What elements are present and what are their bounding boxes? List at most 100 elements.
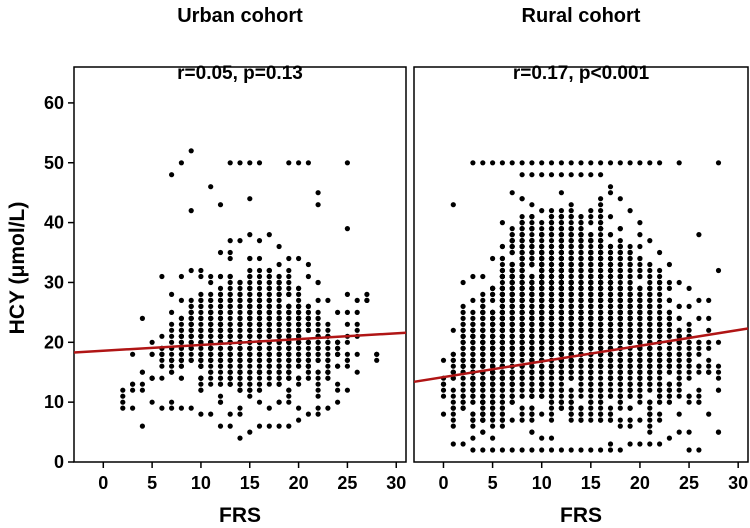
data-point	[509, 351, 515, 357]
data-point	[227, 345, 233, 351]
urban-y-tick-label: 50	[44, 153, 64, 173]
data-point	[637, 243, 643, 250]
data-point	[558, 172, 565, 178]
data-point	[598, 267, 604, 274]
data-point	[539, 369, 545, 375]
data-point	[227, 291, 233, 297]
data-point	[296, 417, 302, 423]
data-point	[548, 160, 555, 166]
data-point	[178, 315, 184, 321]
data-point	[490, 411, 496, 417]
data-point	[276, 243, 282, 250]
data-point	[578, 405, 584, 411]
data-point	[568, 202, 574, 208]
data-point	[598, 387, 604, 393]
data-point	[676, 411, 682, 417]
data-point	[490, 339, 496, 345]
data-point	[598, 357, 604, 363]
data-point	[480, 411, 486, 417]
data-point	[440, 387, 447, 393]
data-point	[130, 381, 136, 387]
data-point	[558, 399, 565, 405]
data-point	[539, 238, 545, 244]
data-point	[208, 279, 214, 286]
data-point	[208, 297, 214, 303]
data-point	[470, 357, 476, 363]
data-point	[627, 327, 633, 333]
data-point	[480, 447, 486, 453]
data-point	[247, 273, 253, 280]
data-point	[325, 327, 331, 333]
data-point	[637, 273, 643, 280]
urban-plot-frame	[73, 66, 407, 463]
data-point	[208, 381, 214, 387]
data-point	[519, 321, 525, 327]
data-point	[208, 351, 214, 357]
data-point	[607, 417, 614, 423]
data-point	[558, 309, 565, 315]
data-point	[335, 309, 341, 315]
data-point	[208, 303, 214, 309]
data-point	[460, 441, 466, 447]
data-point	[256, 375, 263, 381]
data-point	[470, 345, 476, 351]
data-point	[344, 291, 350, 297]
data-point	[539, 291, 545, 297]
data-point	[256, 381, 263, 387]
data-point	[647, 423, 653, 429]
data-point	[470, 273, 476, 280]
data-point	[139, 387, 145, 393]
data-point	[217, 202, 224, 208]
data-point	[169, 351, 175, 357]
data-point	[647, 411, 653, 417]
data-point	[217, 357, 224, 363]
data-point	[588, 345, 594, 351]
data-point	[315, 190, 321, 196]
data-point	[217, 423, 224, 429]
data-point	[217, 249, 224, 256]
data-point	[188, 315, 194, 321]
data-point	[149, 399, 155, 405]
data-point	[499, 369, 505, 375]
data-point	[598, 363, 604, 369]
data-point	[499, 345, 505, 351]
urban-y-tick-label: 0	[54, 452, 64, 472]
urban-x-tick-label: 0	[98, 473, 108, 493]
data-point	[208, 411, 214, 417]
data-point	[715, 267, 722, 274]
data-point	[676, 351, 682, 357]
data-point	[305, 160, 311, 166]
data-point	[296, 405, 302, 411]
data-point	[519, 369, 525, 375]
data-point	[315, 345, 321, 351]
data-point	[286, 423, 292, 429]
data-point	[296, 297, 302, 303]
data-point	[578, 297, 584, 303]
data-point	[460, 321, 466, 327]
rural-x-tick-label: 15	[581, 473, 601, 493]
data-point	[617, 381, 623, 387]
data-point	[568, 273, 574, 280]
data-point	[607, 243, 614, 250]
data-point	[578, 321, 584, 327]
data-point	[509, 243, 515, 250]
data-point	[647, 381, 653, 387]
data-point	[558, 405, 565, 411]
data-point	[266, 291, 272, 297]
data-point	[256, 267, 263, 274]
data-point	[558, 238, 565, 244]
data-point	[120, 399, 126, 405]
data-point	[637, 303, 643, 309]
data-point	[529, 202, 535, 208]
data-point	[637, 160, 643, 166]
data-point	[578, 238, 584, 244]
data-point	[617, 291, 623, 297]
data-point	[499, 160, 505, 166]
data-point	[237, 291, 243, 297]
data-point	[519, 387, 525, 393]
data-point	[607, 249, 614, 256]
data-point	[588, 321, 594, 327]
data-point	[256, 357, 263, 363]
data-point	[276, 399, 282, 405]
